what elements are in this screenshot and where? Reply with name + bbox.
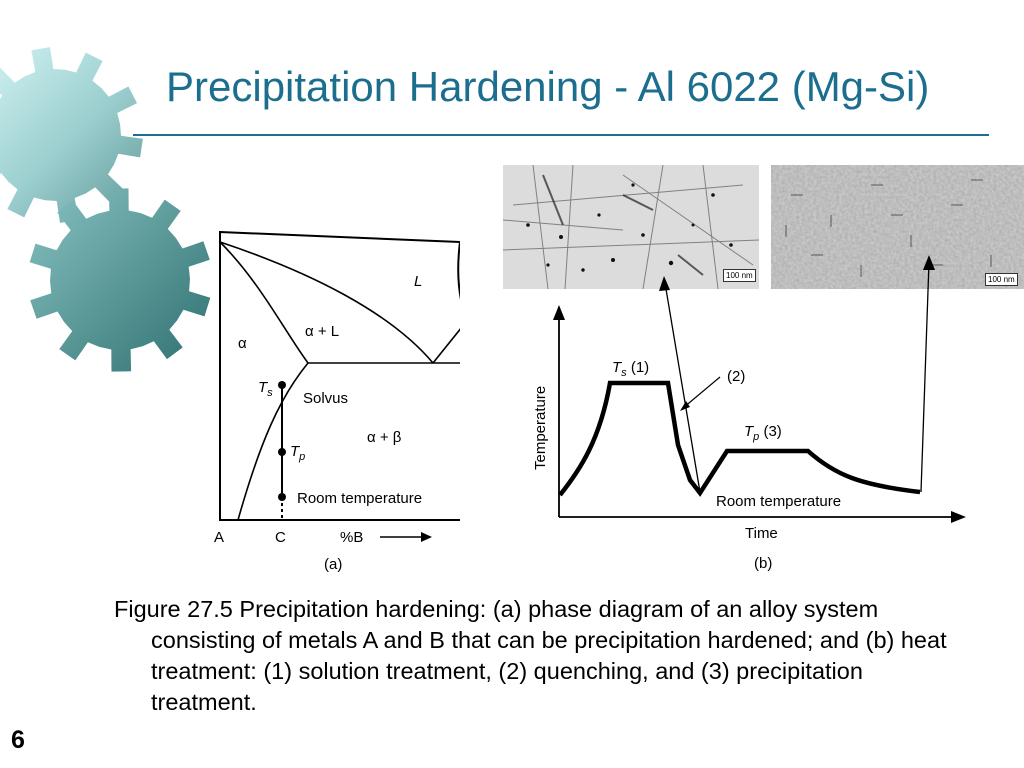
micrograph-solution-treated: 100 nm	[503, 165, 759, 289]
scale-bar: 100 nm	[723, 269, 756, 282]
figure-caption: Figure 27.5 Precipitation hardening: (a)…	[114, 596, 947, 715]
title-divider	[133, 134, 989, 136]
gear-decoration	[0, 47, 211, 372]
point-label-ts: Ts	[258, 379, 273, 399]
ts-label: Ts (1)	[612, 359, 649, 379]
solvus-line	[237, 362, 309, 521]
quench-pointer	[682, 376, 721, 409]
x-axis-label: Time	[745, 525, 778, 542]
y-axis-label: Temperature	[532, 386, 549, 470]
temperature-curve	[558, 380, 921, 497]
point-tp	[278, 448, 286, 456]
panel-label-b: (b)	[754, 555, 772, 572]
page-title: Precipitation Hardening - Al 6022 (Mg-Si…	[166, 63, 930, 110]
gear-icon	[0, 47, 143, 223]
region-label-l: L	[414, 273, 422, 290]
region-label-alpha-l: α + L	[305, 323, 339, 340]
quench-pointer-head	[680, 401, 690, 411]
phase-diagram: L α α + L Solvus α + β Ts Tp Room temper…	[214, 230, 460, 573]
micrograph-aged: 100 nm	[771, 165, 1024, 289]
slide-number: 6	[11, 726, 25, 754]
diagram-frame	[219, 230, 460, 521]
point-ts	[278, 381, 286, 389]
panel-label-a: (a)	[324, 556, 342, 573]
scale-bar: 100 nm	[985, 273, 1018, 286]
liquidus-line-b	[432, 328, 460, 364]
liquidus-line	[219, 241, 434, 364]
region-label-solvus: Solvus	[303, 390, 348, 407]
gear-icon	[29, 188, 211, 372]
region-label-alpha-beta: α + β	[367, 429, 402, 446]
room-temperature-label: Room temperature	[716, 493, 841, 510]
axis-label-c: C	[275, 529, 286, 546]
room-temperature-label: Room temperature	[297, 490, 422, 507]
y-axis-arrowhead	[553, 305, 565, 320]
axis-label-b: %B	[340, 529, 363, 546]
region-label-alpha: α	[238, 335, 247, 352]
heat-treatment-graph: Temperature Time Ts (1) (2) Tp (3) Room …	[532, 305, 966, 572]
quench-label: (2)	[727, 368, 745, 385]
axis-label-a: A	[214, 529, 224, 546]
solidus-line	[219, 241, 309, 364]
arrowhead	[421, 532, 432, 542]
x-axis-arrowhead	[951, 511, 966, 523]
point-label-tp: Tp	[290, 443, 305, 463]
tp-label: Tp (3)	[744, 423, 782, 443]
point-room-temperature	[278, 493, 286, 501]
